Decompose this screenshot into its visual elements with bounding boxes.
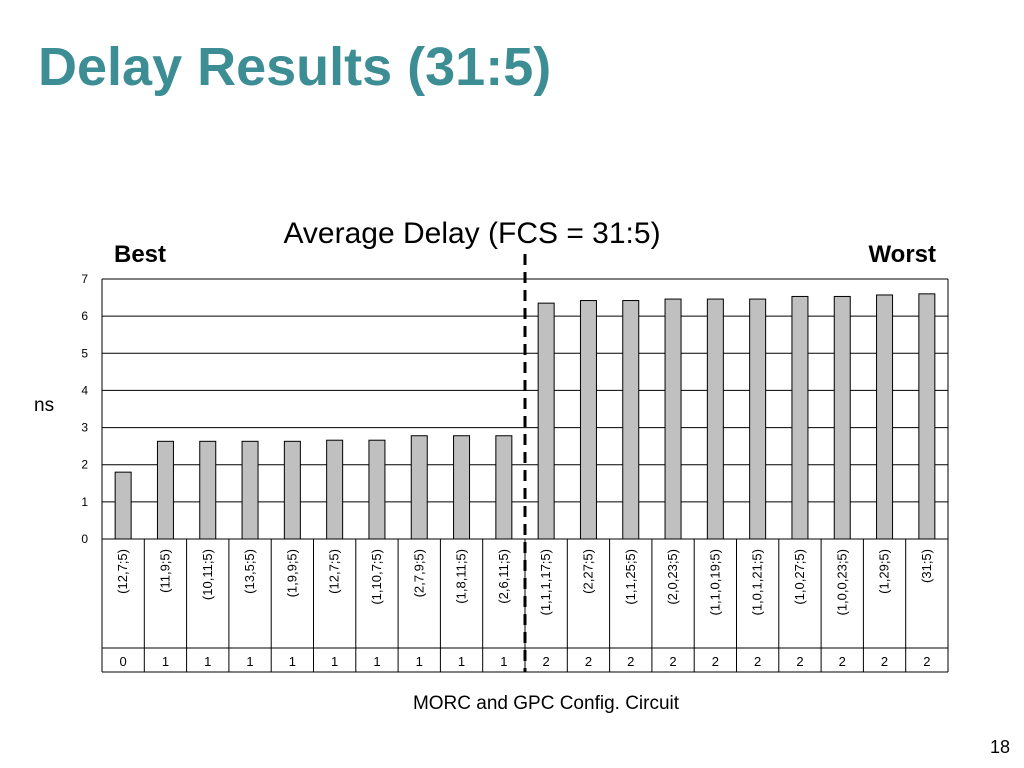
x-group-label: 1 [162, 654, 169, 669]
x-category-label: (1,0,0,23;5) [834, 549, 849, 616]
y-tick-label: 4 [81, 383, 88, 397]
x-category-label: (1,29;5) [877, 549, 892, 594]
x-group-label: 2 [754, 654, 761, 669]
x-group-label: 2 [796, 654, 803, 669]
bar [453, 435, 471, 540]
x-group-label: 2 [712, 654, 719, 669]
x-group-label: 1 [289, 654, 296, 669]
x-category-label: (12,7;5) [115, 549, 130, 594]
x-category-label: (2,6,11;5) [496, 549, 511, 604]
x-group-label: 1 [416, 654, 423, 669]
x-category-label: (11,9;5) [157, 549, 172, 593]
page-number: 18 [989, 737, 1010, 757]
x-group-label: 1 [331, 654, 338, 669]
x-group-label: 2 [543, 654, 550, 669]
x-group-label: 1 [500, 654, 507, 669]
x-group-label: 2 [839, 654, 846, 669]
x-group-label: 1 [373, 654, 380, 669]
bar [622, 300, 640, 540]
x-group-label: 1 [458, 654, 465, 669]
bar [918, 293, 936, 540]
bar [706, 298, 724, 540]
y-tick-label: 2 [81, 458, 88, 472]
chart-title: Average Delay (FCS = 31:5) [283, 217, 660, 250]
x-category-label: (2,0,23;5) [665, 549, 680, 605]
x-category-label: (1,10,7;5) [369, 549, 384, 605]
y-tick-label: 5 [81, 346, 88, 360]
x-category-label: (13,5;5) [242, 549, 257, 594]
x-category-label: (10,11;5) [200, 549, 215, 600]
x-group-label: 2 [881, 654, 888, 669]
plot-area: 0 1 2 3 4 5 6 7 (12,7;5) 0 (11,9;5) 1 (10,11;5) 1 (13,… [81, 254, 949, 673]
bar [368, 439, 386, 540]
best-label: Best [114, 241, 166, 268]
y-tick-label: 6 [81, 309, 88, 323]
y-tick-label: 0 [81, 532, 88, 546]
x-group-label: 2 [627, 654, 634, 669]
x-group-label: 2 [669, 654, 676, 669]
x-category-label: (1,9,9;5) [284, 549, 299, 597]
x-category-label: (1,8,11;5) [454, 549, 469, 604]
x-category-label: (2,7,9;5) [411, 549, 426, 597]
x-category-label: (2,27;5) [580, 549, 595, 594]
worst-label: Worst [868, 241, 936, 268]
bar [156, 440, 174, 540]
x-group-label: 1 [246, 654, 253, 669]
bar [114, 471, 132, 540]
x-group-label: 2 [585, 654, 592, 669]
bar [579, 300, 597, 540]
x-category-label: (12,7;5) [327, 549, 342, 594]
y-axis-label: ns [34, 395, 54, 416]
bar [283, 440, 301, 540]
bar [833, 295, 851, 540]
bar [410, 435, 428, 540]
x-category-label: (1,1,0,19;5) [707, 549, 722, 616]
bar [199, 440, 217, 540]
bar [876, 294, 894, 540]
y-tick-label: 3 [81, 421, 88, 435]
y-tick-label: 1 [81, 495, 88, 509]
bar [749, 298, 767, 540]
x-category-label: (31;5) [919, 549, 934, 583]
x-axis-label: MORC and GPC Config. Circuit [413, 693, 680, 714]
bar [495, 435, 513, 540]
bar [664, 298, 682, 540]
x-group-label: 0 [120, 654, 127, 669]
bar [241, 440, 259, 540]
x-category-label: (1,1,25;5) [623, 549, 638, 605]
x-category-label: (1,1,1,17;5) [538, 549, 553, 616]
x-category-label: (1,0,1,21;5) [750, 549, 765, 616]
x-group-label: 1 [204, 654, 211, 669]
bar [537, 302, 555, 540]
x-category-label: (1,0,27;5) [792, 549, 807, 605]
slide-title: Delay Results (31:5) [38, 37, 552, 97]
bar [791, 295, 809, 540]
y-tick-label: 7 [81, 272, 88, 286]
bar [326, 439, 344, 540]
x-group-label: 2 [923, 654, 930, 669]
